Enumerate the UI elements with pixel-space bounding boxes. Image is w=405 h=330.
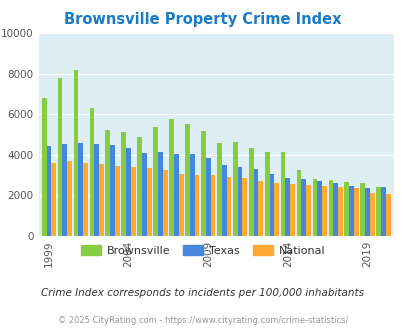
Bar — [42, 98, 47, 236]
Bar — [301, 179, 305, 236]
Bar — [290, 184, 294, 236]
Bar — [110, 145, 115, 236]
Bar — [305, 185, 310, 236]
Bar — [385, 194, 390, 236]
Bar — [232, 142, 237, 236]
Bar — [58, 78, 62, 236]
Bar — [237, 167, 242, 236]
Bar — [174, 154, 178, 236]
Bar — [274, 183, 278, 236]
Bar — [312, 179, 317, 236]
Bar — [162, 170, 167, 236]
Bar — [47, 146, 51, 236]
Bar — [67, 161, 72, 236]
Text: Crime Index corresponds to incidents per 100,000 inhabitants: Crime Index corresponds to incidents per… — [41, 288, 364, 298]
Bar — [216, 143, 221, 236]
Bar — [210, 176, 215, 236]
Bar — [321, 186, 326, 236]
Bar — [375, 187, 380, 236]
Bar — [269, 174, 274, 236]
Bar — [226, 177, 231, 236]
Bar — [83, 163, 88, 236]
Bar — [317, 181, 321, 236]
Bar — [264, 152, 269, 236]
Bar — [78, 143, 83, 236]
Bar — [51, 163, 56, 236]
Bar — [248, 148, 253, 236]
Bar — [364, 188, 369, 236]
Bar — [343, 182, 348, 236]
Text: © 2025 CityRating.com - https://www.cityrating.com/crime-statistics/: © 2025 CityRating.com - https://www.city… — [58, 316, 347, 325]
Bar — [337, 187, 342, 236]
Bar — [296, 170, 301, 236]
Bar — [333, 183, 337, 236]
Bar — [99, 164, 104, 236]
Bar — [121, 132, 126, 236]
Bar — [131, 167, 135, 236]
Text: Brownsville Property Crime Index: Brownsville Property Crime Index — [64, 12, 341, 26]
Bar — [115, 166, 119, 236]
Bar — [137, 137, 142, 236]
Bar — [142, 153, 147, 236]
Bar — [253, 169, 258, 236]
Bar — [242, 178, 247, 236]
Bar — [221, 165, 226, 236]
Bar — [205, 158, 210, 236]
Bar — [90, 108, 94, 236]
Bar — [194, 175, 199, 236]
Bar — [348, 186, 353, 236]
Bar — [258, 181, 262, 236]
Bar — [169, 119, 174, 236]
Bar — [147, 168, 151, 236]
Legend: Brownsville, Texas, National: Brownsville, Texas, National — [76, 241, 329, 260]
Bar — [328, 180, 333, 236]
Bar — [369, 193, 374, 236]
Bar — [105, 130, 110, 236]
Bar — [200, 131, 205, 236]
Bar — [94, 144, 99, 236]
Bar — [158, 152, 162, 236]
Bar — [380, 187, 385, 236]
Bar — [73, 70, 78, 236]
Bar — [153, 127, 158, 236]
Bar — [360, 183, 364, 236]
Bar — [62, 144, 67, 236]
Bar — [126, 148, 131, 236]
Bar — [178, 174, 183, 236]
Bar — [190, 154, 194, 236]
Bar — [285, 178, 290, 236]
Bar — [185, 124, 190, 236]
Bar — [353, 188, 358, 236]
Bar — [280, 152, 285, 236]
